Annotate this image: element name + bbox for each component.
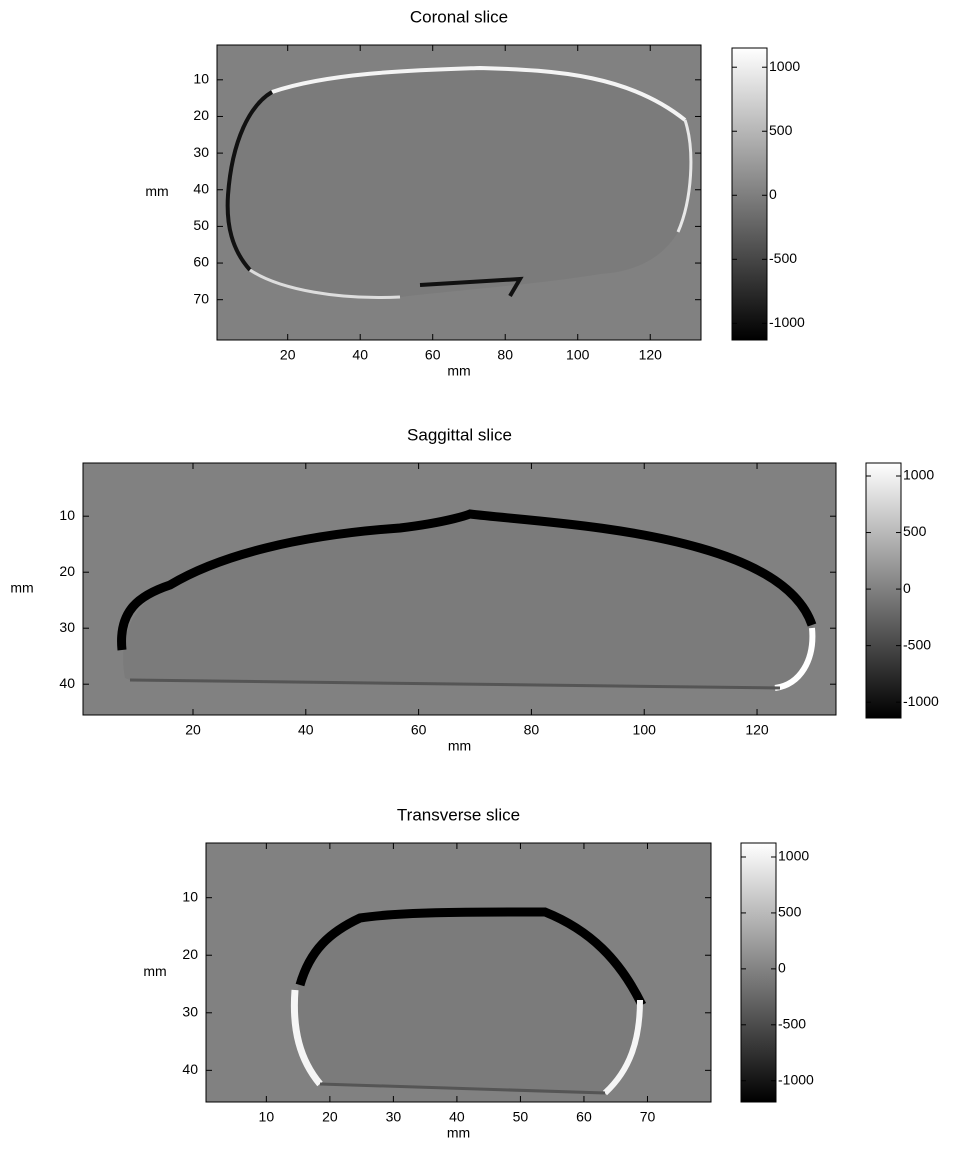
y-axis-label: mm [145,183,168,199]
y-tick-label: 50 [193,217,209,233]
colorbar-tick-label: 0 [778,960,786,976]
y-tick-label: 70 [193,290,209,306]
edge [249,268,401,299]
x-axis-label: mm [447,363,470,379]
edge [774,627,816,691]
y-tick-label: 20 [59,563,75,579]
axes-box [82,462,837,716]
colorbar [731,47,768,341]
edge [676,119,693,233]
y-axis-label: mm [143,963,166,979]
x-tick-label: 100 [633,722,657,738]
specimen [123,514,816,688]
x-axis-label: mm [447,1125,470,1141]
x-tick-label: 10 [259,1109,275,1125]
x-tick-label: 60 [576,1109,592,1125]
edge [602,999,643,1096]
colorbar-tick-label: -1000 [778,1071,814,1087]
x-tick-label: 50 [513,1109,529,1125]
y-tick-label: 60 [193,254,209,270]
x-tick-label: 80 [524,722,540,738]
edge [290,989,323,1087]
chart-title: Coronal slice [410,7,508,26]
colorbar-tick-label: 1000 [903,467,934,483]
colorbar-tick-label: 500 [769,122,793,138]
x-tick-label: 30 [386,1109,402,1125]
x-tick-label: 40 [298,722,314,738]
axes-box [216,44,702,341]
x-tick-label: 20 [185,722,201,738]
specimen [227,68,691,298]
axes-box [205,842,712,1103]
y-tick-label: 40 [193,180,209,196]
y-tick-label: 30 [193,144,209,160]
colorbar-tick-label: 1000 [778,848,809,864]
colorbar-tick-label: -500 [778,1016,806,1032]
edge [271,65,687,122]
chart-title: Saggittal slice [407,425,512,444]
colorbar-tick-label: -500 [769,250,797,266]
edge [225,90,274,272]
colorbar-tick-label: 1000 [769,58,800,74]
y-axis-label: mm [10,580,33,596]
x-tick-label: 120 [745,722,769,738]
x-tick-label: 80 [497,347,513,363]
edge [295,907,647,1007]
chart-title: Transverse slice [397,805,520,824]
y-tick-label: 40 [59,675,75,691]
colorbar-tick-label: -500 [903,636,931,652]
y-tick-label: 10 [182,888,198,904]
x-tick-label: 20 [322,1109,338,1125]
x-tick-label: 60 [425,347,441,363]
y-tick-label: 20 [193,107,209,123]
x-tick-label: 70 [640,1109,656,1125]
x-tick-label: 100 [566,347,590,363]
edge [117,509,817,651]
x-axis-label: mm [448,738,471,754]
y-tick-label: 30 [182,1003,198,1019]
y-tick-label: 20 [182,946,198,962]
colorbar-tick-label: -1000 [769,314,805,330]
colorbar-tick-label: -1000 [903,693,939,709]
specimen [294,912,640,1093]
x-tick-label: 120 [639,347,663,363]
y-tick-label: 10 [59,507,75,523]
x-tick-label: 40 [352,347,368,363]
y-tick-label: 10 [193,71,209,87]
edge [419,276,524,298]
colorbar-tick-label: 500 [903,523,927,539]
x-tick-label: 60 [411,722,427,738]
x-tick-label: 40 [449,1109,465,1125]
x-tick-label: 20 [280,347,296,363]
colorbar [865,462,902,719]
y-tick-label: 40 [182,1061,198,1077]
colorbar-tick-label: 500 [778,904,802,920]
colorbar-tick-label: 0 [769,186,777,202]
colorbar-tick-label: 0 [903,580,911,596]
edge [319,1082,606,1095]
y-tick-label: 30 [59,619,75,635]
colorbar [740,842,777,1103]
edge [129,678,781,690]
